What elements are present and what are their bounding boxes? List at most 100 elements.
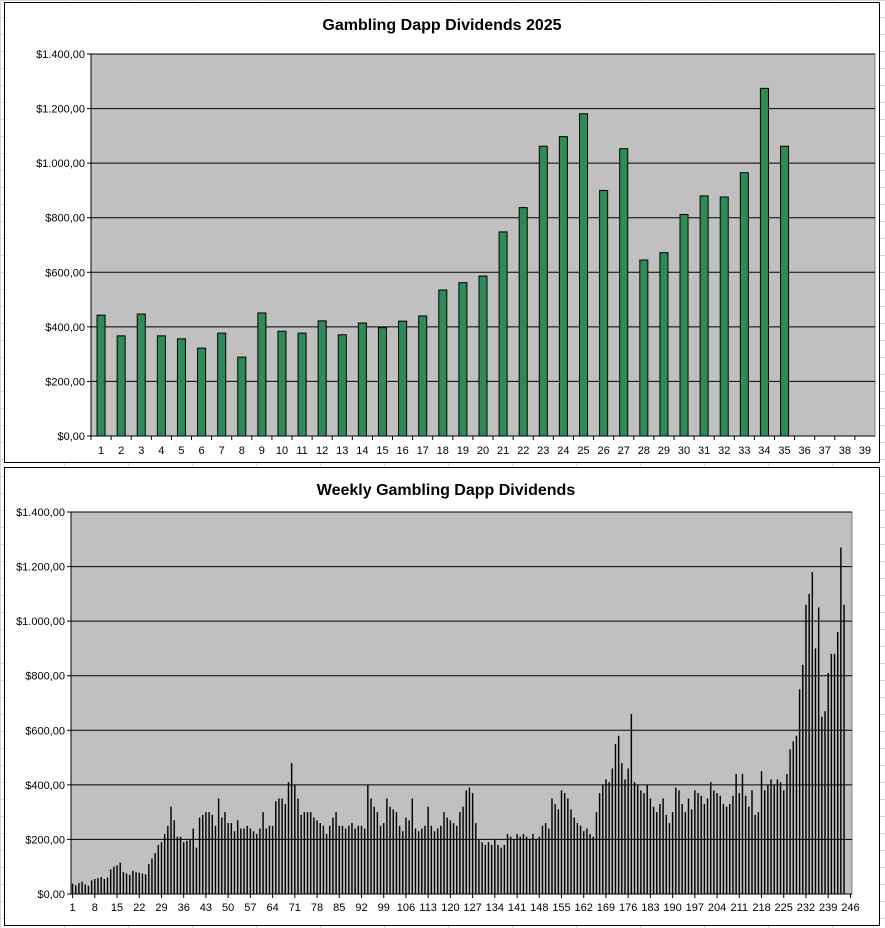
- weekly-bar: [151, 858, 153, 894]
- weekly-bar: [141, 873, 144, 894]
- weekly-bar: [129, 874, 131, 894]
- weekly-bar: [633, 782, 636, 894]
- weekly-bar: [319, 823, 321, 894]
- x-tick-label: 29: [155, 902, 167, 914]
- weekly-bar: [548, 828, 550, 894]
- weekly-bar: [636, 784, 639, 894]
- weekly-bar: [535, 839, 537, 894]
- weekly-bar: [125, 873, 128, 894]
- weekly-bar: [573, 817, 575, 894]
- x-tick-label: 134: [486, 902, 504, 914]
- bar: [136, 313, 146, 437]
- weekly-bar: [179, 836, 182, 894]
- weekly-bar: [144, 874, 147, 894]
- weekly-bar: [786, 773, 788, 894]
- weekly-bar: [205, 812, 207, 894]
- bar: [156, 335, 166, 437]
- x-tick-label: 14: [356, 445, 368, 457]
- weekly-bar: [202, 814, 204, 894]
- weekly-bar: [640, 790, 642, 894]
- bar: [277, 330, 287, 437]
- x-tick-label: 29: [658, 445, 670, 457]
- weekly-bar: [224, 812, 226, 894]
- bar: [639, 259, 649, 437]
- weekly-bar: [100, 877, 102, 894]
- weekly-bar: [767, 784, 769, 894]
- weekly-bar: [617, 735, 620, 894]
- weekly-bar: [338, 825, 340, 894]
- weekly-bar: [395, 812, 398, 894]
- weekly-bar: [173, 820, 175, 894]
- weekly-bar: [522, 833, 525, 894]
- weekly-bar: [214, 825, 217, 894]
- weekly-bar: [383, 823, 385, 894]
- x-tick-label: 197: [686, 902, 704, 914]
- weekly-bar: [278, 798, 280, 894]
- weekly-bar: [725, 806, 728, 894]
- weekly-bar: [817, 607, 820, 894]
- weekly-bar: [329, 825, 331, 894]
- weekly-dividends-chart[interactable]: Weekly Gambling Dapp Dividends $0,00 $200…: [4, 467, 880, 926]
- weekly-bar: [440, 825, 442, 894]
- x-tick-label: 169: [597, 902, 615, 914]
- x-tick-label: 18: [437, 445, 449, 457]
- y-tick-label: $1.200,00: [36, 104, 85, 116]
- dividends-2025-chart[interactable]: Gambling Dapp Dividends 2025 $0,00 $200,0…: [4, 2, 880, 463]
- weekly-bar: [341, 825, 344, 894]
- weekly-bar: [360, 825, 363, 894]
- x-tick-label: 17: [417, 445, 429, 457]
- weekly-bar: [814, 648, 817, 894]
- weekly-bar: [281, 798, 283, 894]
- y-tick-label: $0,00: [57, 431, 85, 443]
- weekly-bar: [630, 713, 633, 894]
- weekly-bar: [532, 833, 534, 894]
- weekly-bar: [779, 782, 782, 894]
- weekly-bar: [484, 844, 487, 894]
- weekly-bar: [313, 817, 315, 894]
- bar: [377, 327, 388, 437]
- weekly-bar: [259, 828, 261, 894]
- weekly-bar: [694, 790, 696, 894]
- weekly-bar: [675, 787, 677, 894]
- bar: [599, 189, 609, 437]
- weekly-bar: [703, 803, 706, 894]
- weekly-bar: [811, 572, 814, 894]
- weekly-bar: [195, 847, 198, 894]
- weekly-bar: [90, 880, 93, 894]
- weekly-bar: [843, 604, 845, 894]
- x-tick-label: 225: [775, 902, 793, 914]
- weekly-bar: [789, 749, 791, 894]
- x-tick-label: 106: [397, 902, 415, 914]
- x-tick-label: 8: [239, 445, 245, 457]
- weekly-bar: [500, 847, 502, 894]
- bar: [679, 213, 689, 437]
- x-tick-label: 204: [708, 902, 726, 914]
- x-tick-label: 141: [508, 902, 526, 914]
- weekly-bar: [335, 812, 337, 894]
- weekly-bar: [706, 798, 709, 894]
- x-tick-label: 71: [289, 902, 301, 914]
- weekly-bar: [576, 823, 579, 894]
- weekly-bar: [351, 823, 353, 894]
- weekly-bar: [687, 798, 690, 894]
- weekly-bar: [773, 784, 775, 894]
- bar: [518, 207, 528, 437]
- x-tick-label: 92: [355, 902, 367, 914]
- weekly-bar: [449, 820, 452, 894]
- x-tick-label: 57: [244, 902, 256, 914]
- x-tick-label: 33: [738, 445, 750, 457]
- weekly-bar: [732, 795, 734, 894]
- weekly-bar: [148, 863, 150, 894]
- weekly-bar: [494, 839, 496, 894]
- weekly-bar: [424, 825, 426, 894]
- weekly-bar: [560, 790, 563, 894]
- weekly-bar: [541, 825, 544, 894]
- x-tick-label: 22: [517, 445, 529, 457]
- weekly-bar: [579, 825, 582, 894]
- x-tick-label: 50: [222, 902, 234, 914]
- weekly-bar: [452, 823, 455, 894]
- bar: [357, 322, 367, 437]
- weekly-bar: [417, 831, 420, 894]
- x-tick-label: 34: [758, 445, 770, 457]
